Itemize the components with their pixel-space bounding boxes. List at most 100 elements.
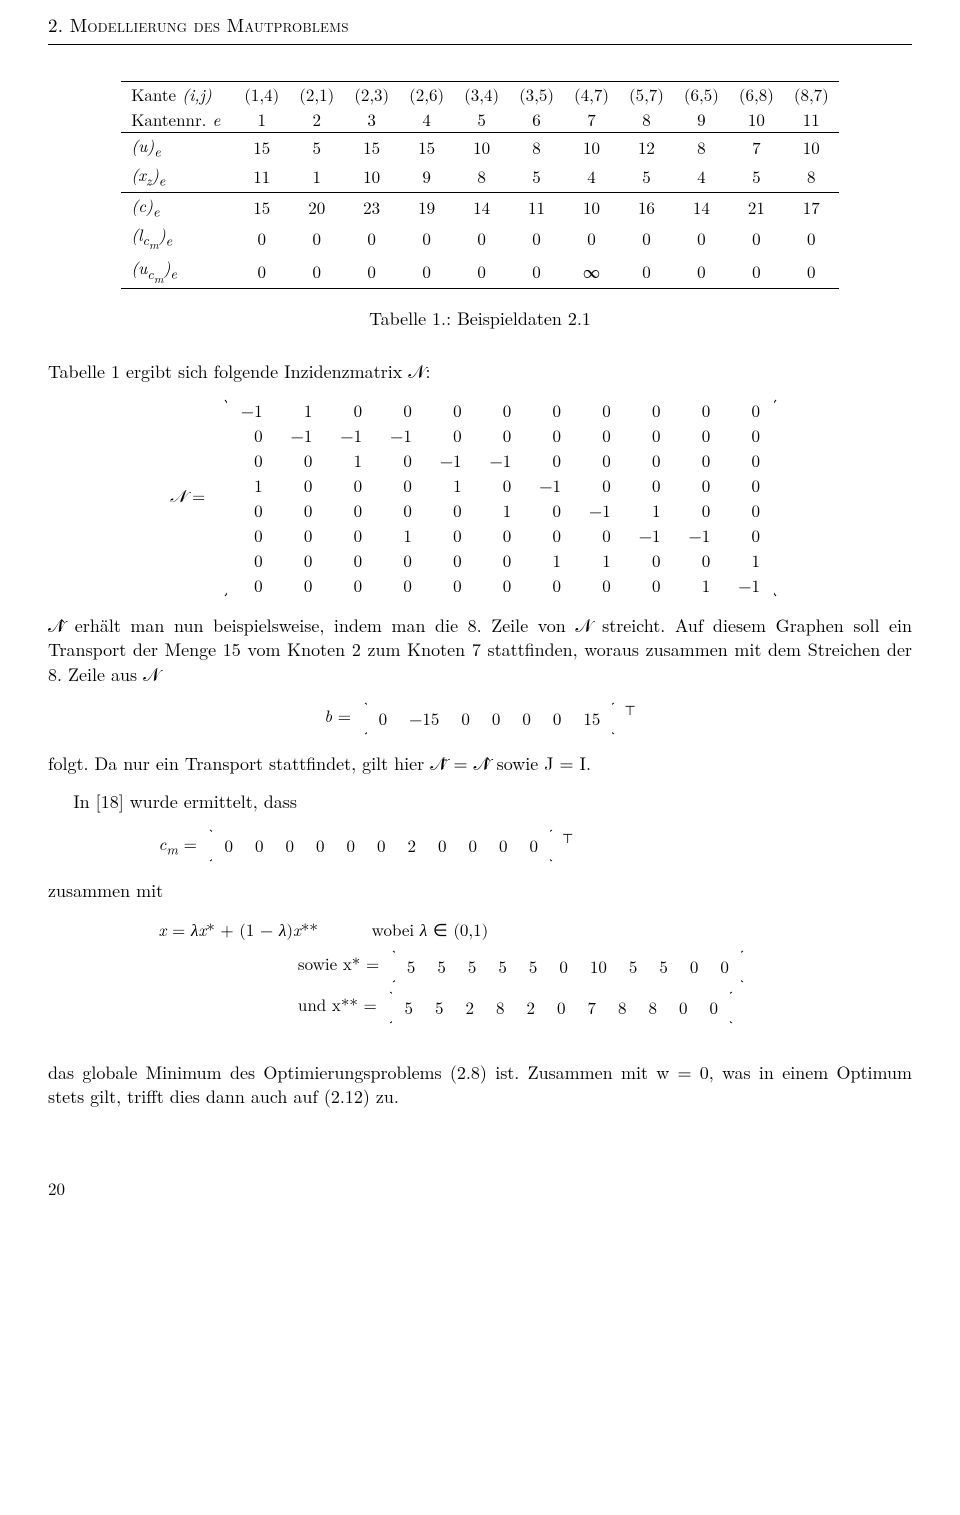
cell: 10 [564,193,619,223]
cell: 4 [399,107,454,132]
para-Nhat: 𝒩̂ erhält man nun beispielsweise, indem … [48,614,912,687]
cell: 23 [344,193,399,223]
cell: 0 [234,222,289,255]
cell: 5 [619,162,674,192]
cell: 6 [509,107,564,132]
cell: 10 [564,133,619,163]
cell: 0 [784,222,839,255]
cell: 5 [454,107,509,132]
cell: 0 [399,222,454,255]
cell: 7 [564,107,619,132]
label: sowie x* = [298,951,379,975]
cell: 0 [289,222,344,255]
cell: 0 [784,255,839,289]
label: und x** = [298,992,377,1016]
cell: 4 [674,162,729,192]
cell: 19 [399,193,454,223]
cell: 10 [729,107,784,132]
cell: 0 [564,222,619,255]
row-label: (c)e [121,193,234,223]
cell: 5 [509,162,564,192]
cell: 20 [289,193,344,223]
cell: (6,5) [674,82,729,107]
cell: 10 [454,133,509,163]
row-label: Kante (i,j) [121,82,234,107]
xstar-line: sowie x* = 555550105500 [159,949,913,984]
cell: 0 [344,222,399,255]
row-label: (lcm)e [121,222,234,255]
cell: 0 [729,222,784,255]
cell: 10 [344,162,399,192]
row-label: (ucm)e [121,255,234,289]
cell: 15 [344,133,399,163]
para-zusammen: zusammen mit [48,879,912,903]
text: 𝒩̂ erhält man nun beispielsweise, indem … [48,613,665,638]
cell: 11 [509,193,564,223]
cell: 2 [289,107,344,132]
cell: (8,7) [784,82,839,107]
cell: 0 [399,255,454,289]
row-label: Kantennr. e [121,107,234,132]
cell: 15 [399,133,454,163]
cell: 4 [564,162,619,192]
cell: 11 [784,107,839,132]
cell: 9 [674,107,729,132]
cell: 0 [234,255,289,289]
cm-vector: cm = 00000020000⊤ [48,828,912,863]
cell: (2,3) [344,82,399,107]
cell: ∞ [564,255,619,289]
cell: 10 [784,133,839,163]
para-folgt: folgt. Da nur ein Transport stattfindet,… [48,752,912,776]
row-label: (u)e [121,133,234,163]
cell: 14 [674,193,729,223]
para-global-min: das globale Minimum des Optimierungsprob… [48,1061,912,1110]
cell: 0 [674,222,729,255]
cell: 14 [454,193,509,223]
cell: 0 [619,222,674,255]
cell: (2,6) [399,82,454,107]
cell: 3 [344,107,399,132]
cell: 0 [619,255,674,289]
beispieldaten-table: Kante (i,j)(1,4)(2,1)(2,3)(2,6)(3,4)(3,5… [121,81,839,290]
cell: (2,1) [289,82,344,107]
cell: 15 [234,193,289,223]
cell: 15 [234,133,289,163]
cell: 8 [674,133,729,163]
cell: 5 [289,133,344,163]
table-caption: Tabelle 1.: Beispieldaten 2.1 [48,307,912,331]
cell: (3,5) [509,82,564,107]
cell: 12 [619,133,674,163]
cell: 21 [729,193,784,223]
cell: (4,7) [564,82,619,107]
para-in18: In [18] wurde ermittelt, dass [48,790,912,814]
cell: 0 [344,255,399,289]
cell: 0 [729,255,784,289]
cell: 0 [289,255,344,289]
matrix-N: 𝒩 = −110000000000−1−1−100000000010−1−100… [48,398,912,598]
row-label: (xz)e [121,162,234,192]
cell: 11 [234,162,289,192]
cell: 8 [784,162,839,192]
x-equations: x = λx* + (1 − λ)x** wobei λ ∈ (0,1) sow… [48,918,912,1025]
cell: 1 [234,107,289,132]
cell: (6,8) [729,82,784,107]
cell: (1,4) [234,82,289,107]
cell: 0 [509,222,564,255]
cell: 1 [289,162,344,192]
cell: 0 [509,255,564,289]
cell: 7 [729,133,784,163]
cell: 8 [454,162,509,192]
section-header: 2. Modellierung des Mautproblems [48,0,912,45]
cell: (3,4) [454,82,509,107]
x-lambda-line: x = λx* + (1 − λ)x** wobei λ ∈ (0,1) [159,918,913,941]
cell: 0 [674,255,729,289]
cell: (5,7) [619,82,674,107]
cell: 5 [729,162,784,192]
cell: 17 [784,193,839,223]
page-number: 20 [48,1177,912,1200]
b-vector: b = 0−15000015⊤ [48,701,912,736]
cell: 0 [454,255,509,289]
xstarstar-line: und x** = 55282078800 [159,990,913,1025]
cell: 16 [619,193,674,223]
cell: 0 [454,222,509,255]
